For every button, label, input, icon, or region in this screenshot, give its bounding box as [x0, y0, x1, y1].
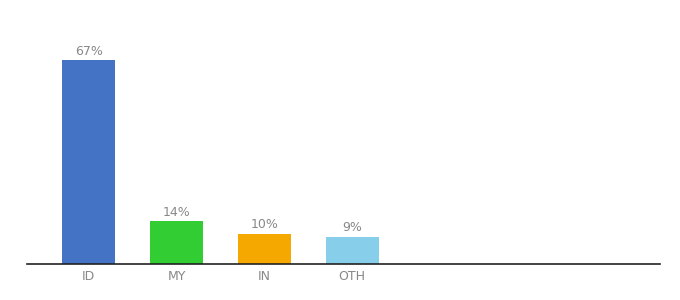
Bar [326, 237, 379, 264]
Bar [238, 234, 291, 264]
Bar [150, 221, 203, 264]
Text: 9%: 9% [342, 221, 362, 234]
Text: 67%: 67% [75, 45, 103, 58]
Text: 14%: 14% [163, 206, 190, 219]
Text: 10%: 10% [250, 218, 278, 231]
Bar [63, 60, 115, 264]
